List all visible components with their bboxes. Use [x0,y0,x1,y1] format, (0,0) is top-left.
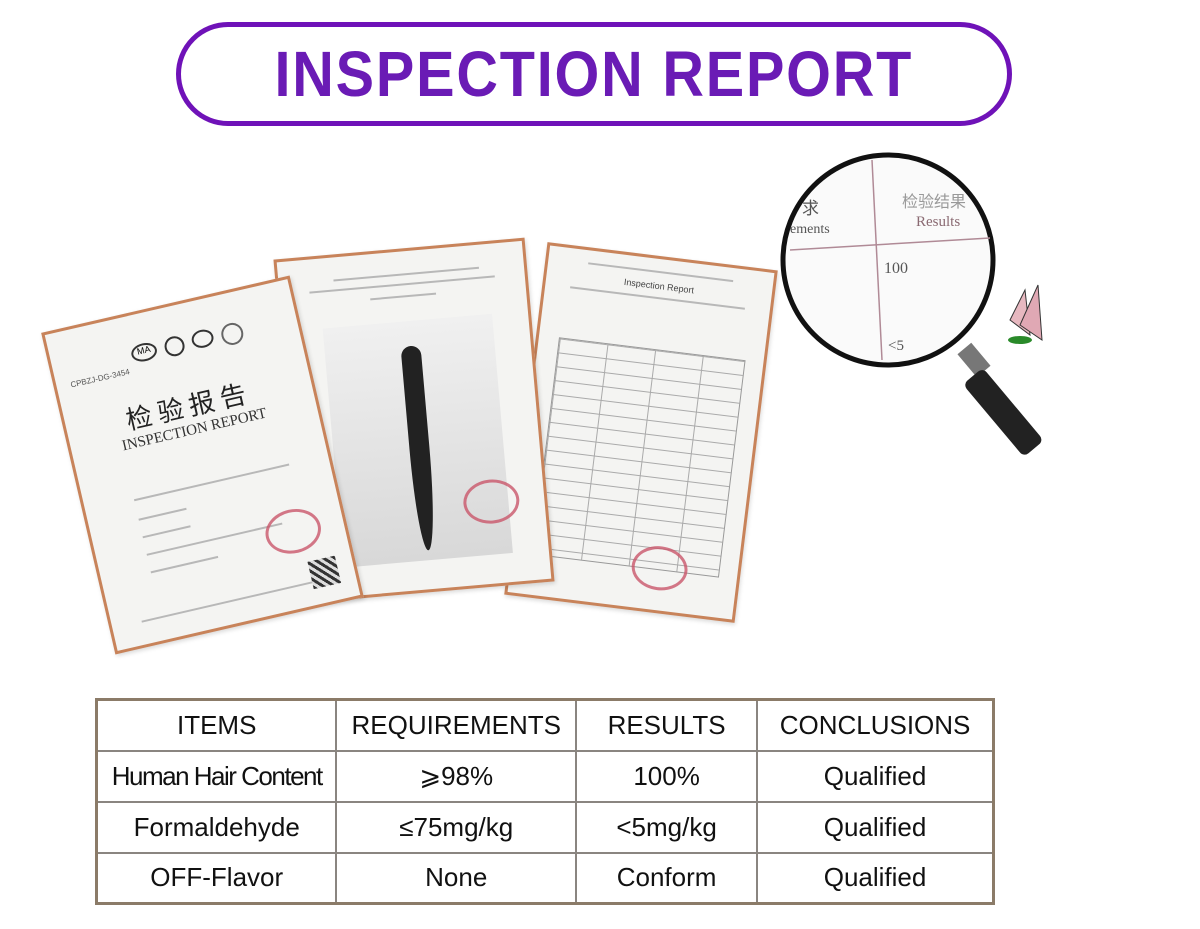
cell-item: Human Hair Content [95,749,338,803]
certification-logos: MA [129,320,246,368]
ilac-logo-icon [189,327,216,350]
header-requirements: REQUIREMENTS [335,698,578,752]
magnified-value-1: 100 [884,260,908,277]
document-table-grid [532,337,746,578]
title-banner: INSPECTION REPORT [176,22,1012,126]
magnified-header-right-cn: 检验结果 [902,192,967,211]
magnifier-icon [780,152,1043,455]
cma-logo-icon: MA [129,340,159,364]
cell-requirement: ⩾98% [335,749,578,803]
qr-code [307,555,342,590]
report-code: CPBZJ-DG-3454 [69,367,131,390]
cell-result: 100% [575,749,759,803]
cal-logo-icon [162,334,187,359]
cell-conclusion: Qualified [756,851,995,905]
cell-conclusion: Qualified [756,749,995,803]
cell-result: Conform [575,851,759,905]
header-results: RESULTS [575,698,759,752]
magnified-header-left-cn: 求 [802,199,819,219]
magnified-value-2: <5 [888,338,904,354]
cell-requirement: ≤75mg/kg [335,800,578,854]
inspection-results-table: ITEMS REQUIREMENTS RESULTS CONCLUSIONS H… [95,698,995,905]
cell-requirement: None [335,851,578,905]
magnified-header-left-en: ements [790,222,830,237]
table-row: Human Hair Content ⩾98% 100% Qualified [95,749,995,803]
table-row: Formaldehyde ≤75mg/kg <5mg/kg Qualified [95,800,995,854]
seal-logo-icon [219,320,246,348]
table-row: OFF-Flavor None Conform Qualified [95,851,995,905]
cell-conclusion: Qualified [756,800,995,854]
magnified-header-right-en: Results [916,214,961,230]
page-title: INSPECTION REPORT [274,38,914,110]
magnifying-glass-illustration: 求 ements 检验结果 Results 100 <5 [780,150,1070,460]
header-conclusions: CONCLUSIONS [756,698,995,752]
cell-result: <5mg/kg [575,800,759,854]
cell-item: Formaldehyde [95,800,338,854]
table-header-row: ITEMS REQUIREMENTS RESULTS CONCLUSIONS [95,698,995,752]
cell-item: OFF-Flavor [95,851,338,905]
header-items: ITEMS [95,698,338,752]
red-seal-stamp [261,503,326,560]
